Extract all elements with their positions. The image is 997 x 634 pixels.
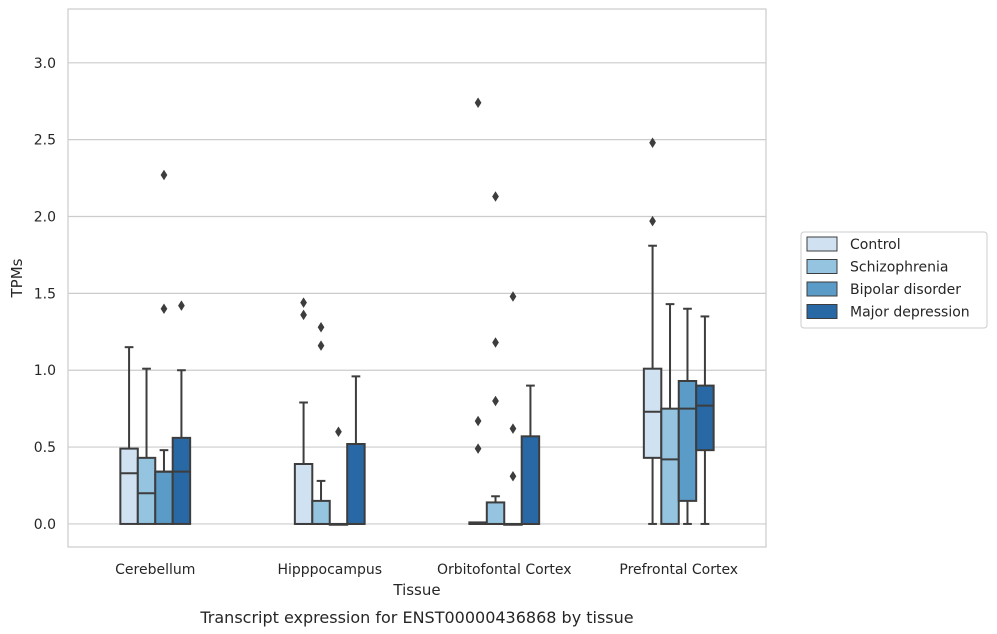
outlier-point <box>474 97 482 109</box>
box-body <box>293 462 314 525</box>
box-major-depression <box>346 375 366 525</box>
box-body <box>485 501 506 525</box>
figure-caption: Transcript expression for ENST0000043686… <box>199 608 633 627</box>
y-tick-label: 2.5 <box>34 133 56 149</box>
box-body <box>695 384 715 452</box>
box-body <box>136 456 157 525</box>
x-tick-label: Prefrontal Cortex <box>619 562 738 578</box>
x-tick-label: Hipppocampus <box>277 562 382 578</box>
y-tick-label: 1.0 <box>34 363 56 379</box>
y-tick-labels: 0.0 0.5 1.0 1.5 2.0 2.5 3.0 <box>34 56 56 533</box>
y-axis-label: TPMs <box>8 258 26 298</box>
legend-swatch <box>806 304 838 319</box>
y-tick-label: 0.5 <box>34 440 56 456</box>
box-schizophrenia <box>660 303 680 525</box>
box-body <box>311 499 331 525</box>
x-tick-label: Orbitofontal Cortex <box>437 562 572 578</box>
outlier-point <box>492 191 499 202</box>
outlier-point <box>649 215 656 227</box>
outlier-point <box>160 303 168 314</box>
box-major-depression <box>520 384 541 525</box>
legend: Control Schizophrenia Bipolar disorder Majo… <box>800 231 988 329</box>
box-body <box>520 435 541 525</box>
box-body <box>642 367 663 459</box>
x-axis-label: Tissue <box>392 581 440 599</box>
outlier-point <box>474 415 482 427</box>
legend-label: Schizophrenia <box>850 260 948 276</box>
legend-label: Control <box>850 237 901 253</box>
y-tick-label: 2.0 <box>34 210 56 226</box>
y-tick-label: 1.5 <box>34 286 56 302</box>
outlier-point <box>649 137 656 148</box>
box-body <box>346 443 366 525</box>
box-control <box>119 346 139 525</box>
box-body <box>677 379 698 502</box>
box-control <box>642 137 663 525</box>
outlier-point <box>300 297 307 308</box>
box-bipolar-disorder <box>503 291 523 526</box>
legend-label: Bipolar disorder <box>850 282 961 298</box>
box-body <box>171 436 192 525</box>
legend-swatch <box>806 281 838 297</box>
legend-label: Major depression <box>850 305 970 321</box>
axes-frame <box>67 8 767 548</box>
box-body <box>154 470 174 525</box>
legend-frame <box>800 231 988 329</box>
x-tick-label: Cerebellum <box>115 562 195 578</box>
outlier-point <box>300 309 307 321</box>
box-body <box>119 447 139 525</box>
outlier-point <box>509 423 517 434</box>
x-tick-labels: Cerebellum Hipppocampus Orbitofontal Corte… <box>115 562 738 578</box>
box-major-depression <box>171 300 192 525</box>
outlier-point <box>509 471 517 482</box>
outlier-point <box>335 426 342 437</box>
y-tick-label: 0.0 <box>34 517 56 533</box>
legend-swatch <box>806 259 838 274</box>
box-body <box>660 407 680 525</box>
y-tick-label: 3.0 <box>34 56 56 72</box>
outlier-point <box>317 340 325 351</box>
outlier-point <box>178 300 185 311</box>
outlier-point <box>317 321 325 333</box>
box-control <box>293 297 314 525</box>
box-schizophrenia <box>485 191 506 525</box>
box-schizophrenia <box>311 321 331 525</box>
outlier-point <box>492 337 499 348</box>
outlier-point <box>474 443 482 454</box>
plot-area <box>119 97 715 526</box>
outlier-point <box>160 169 168 181</box>
box-major-depression <box>695 315 715 525</box>
outlier-point <box>509 291 517 302</box>
outlier-point <box>492 395 499 407</box>
legend-swatch <box>806 236 838 252</box>
